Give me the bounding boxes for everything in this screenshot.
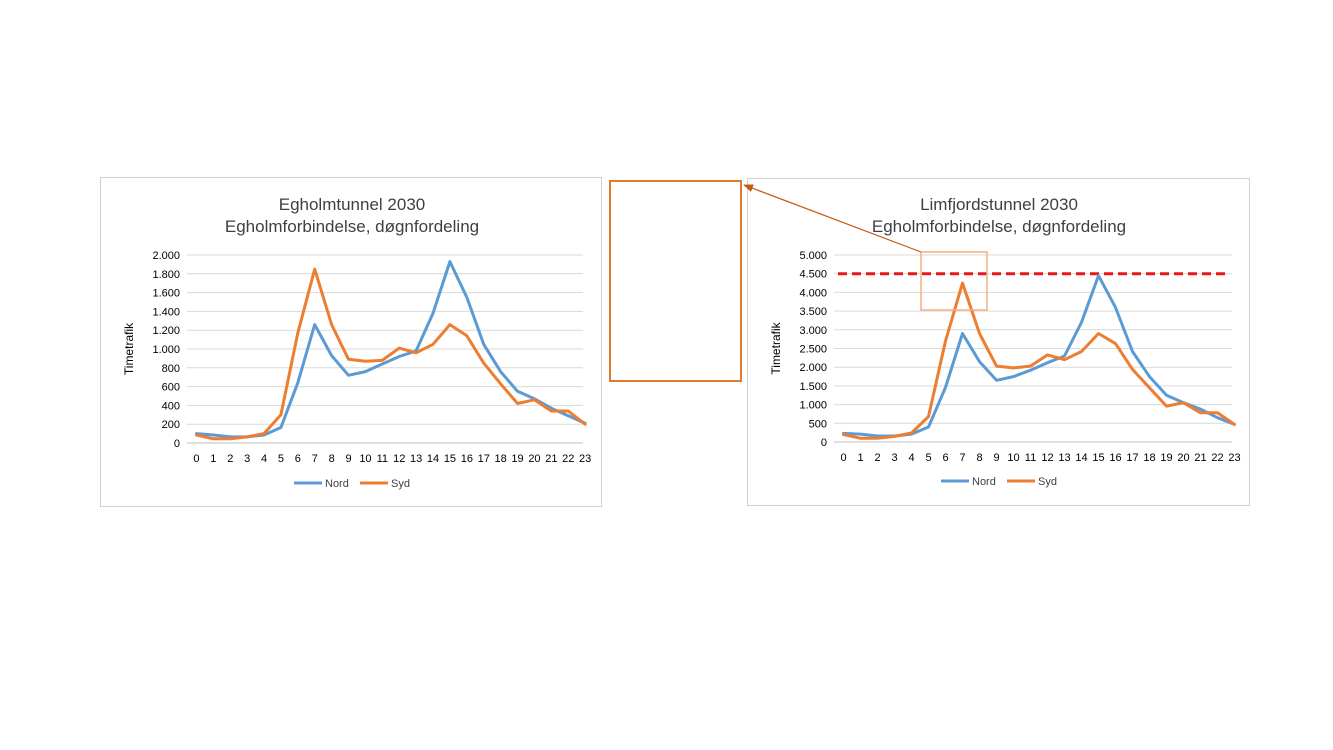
legend-label: Syd: [1038, 476, 1057, 488]
x-tick-label: 19: [1160, 452, 1172, 464]
x-tick-label: 6: [295, 453, 301, 465]
x-tick-label: 9: [993, 452, 999, 464]
x-tick-label: 7: [312, 453, 318, 465]
x-tick-label: 19: [511, 453, 523, 465]
x-tick-label: 14: [1075, 452, 1087, 464]
x-tick-label: 13: [1058, 452, 1070, 464]
x-tick-label: 15: [444, 453, 456, 465]
x-tick-label: 13: [410, 453, 422, 465]
y-tick-label: 4.500: [799, 269, 827, 281]
x-tick-label: 23: [579, 453, 591, 465]
y-tick-label: 2.500: [799, 344, 827, 356]
chart-limfjordstunnel: Limfjordstunnel 2030 Egholmforbindelse, d…: [747, 178, 1250, 506]
y-tick-label: 200: [162, 419, 180, 431]
y-tick-label: 5.000: [799, 250, 827, 262]
x-tick-label: 22: [1211, 452, 1223, 464]
series-line-syd: [842, 281, 1236, 440]
x-tick-label: 3: [244, 453, 250, 465]
y-tick-label: 500: [809, 418, 827, 430]
y-tick-label: 1.200: [152, 325, 180, 337]
y-tick-label: 1.000: [152, 344, 180, 356]
x-tick-label: 6: [942, 452, 948, 464]
x-tick-label: 17: [478, 453, 490, 465]
x-tick-label: 1: [857, 452, 863, 464]
x-tick-label: 15: [1092, 452, 1104, 464]
x-tick-label: 4: [261, 453, 267, 465]
x-tick-label: 2: [227, 453, 233, 465]
x-tick-label: 2: [874, 452, 880, 464]
chart-title: Limfjordstunnel 2030: [920, 195, 1078, 214]
x-tick-label: 9: [345, 453, 351, 465]
x-tick-label: 23: [1228, 452, 1240, 464]
y-tick-label: 3.500: [799, 306, 827, 318]
x-tick-label: 14: [427, 453, 439, 465]
series-line-syd: [195, 267, 587, 441]
x-tick-label: 8: [329, 453, 335, 465]
x-tick-label: 21: [1194, 452, 1206, 464]
y-tick-label: 4.000: [799, 287, 827, 299]
x-tick-label: 11: [377, 453, 388, 465]
x-tick-label: 8: [976, 452, 982, 464]
y-tick-label: 600: [162, 382, 180, 394]
y-tick-label: 1.000: [799, 400, 827, 412]
y-tick-label: 2.000: [152, 250, 180, 262]
y-tick-label: 3.000: [799, 325, 827, 337]
x-tick-label: 10: [1007, 452, 1019, 464]
series-line-nord: [842, 274, 1236, 438]
x-tick-label: 16: [1109, 452, 1121, 464]
x-tick-label: 12: [393, 453, 405, 465]
x-tick-label: 21: [545, 453, 557, 465]
y-axis-title: Timetrafik: [122, 322, 136, 375]
legend-label: Nord: [972, 476, 996, 488]
chart-svg: Limfjordstunnel 2030 Egholmforbindelse, d…: [769, 195, 1241, 488]
y-tick-label: 400: [162, 400, 180, 412]
chart-subtitle: Egholmforbindelse, døgnfordeling: [225, 217, 479, 236]
x-tick-label: 5: [278, 453, 284, 465]
legend-label: Syd: [391, 478, 410, 490]
y-tick-label: 0: [174, 438, 180, 450]
y-axis-title: Timetrafik: [769, 321, 783, 374]
x-tick-label: 18: [1143, 452, 1155, 464]
y-tick-label: 1.600: [152, 288, 180, 300]
x-tick-label: 7: [959, 452, 965, 464]
x-tick-label: 22: [562, 453, 574, 465]
y-tick-label: 0: [821, 437, 827, 449]
y-tick-label: 1.500: [799, 381, 827, 393]
chart-svg: Egholmtunnel 2030 Egholmforbindelse, døgn…: [122, 195, 591, 490]
chart-title: Egholmtunnel 2030: [279, 195, 426, 214]
x-tick-label: 5: [925, 452, 931, 464]
x-tick-label: 12: [1041, 452, 1053, 464]
y-tick-label: 1.400: [152, 306, 180, 318]
legend-label: Nord: [325, 478, 349, 490]
chart-subtitle: Egholmforbindelse, døgnfordeling: [872, 217, 1126, 236]
y-tick-label: 2.000: [799, 362, 827, 374]
x-tick-label: 20: [1177, 452, 1189, 464]
x-tick-label: 18: [495, 453, 507, 465]
x-tick-label: 1: [210, 453, 216, 465]
x-tick-label: 11: [1025, 452, 1036, 464]
x-tick-label: 17: [1126, 452, 1138, 464]
x-tick-label: 20: [528, 453, 540, 465]
x-tick-label: 0: [193, 453, 199, 465]
y-tick-label: 800: [162, 363, 180, 375]
chart-egholmtunnel: Egholmtunnel 2030 Egholmforbindelse, døgn…: [100, 177, 602, 507]
y-tick-label: 1.800: [152, 269, 180, 281]
x-tick-label: 16: [461, 453, 473, 465]
x-tick-label: 0: [840, 452, 846, 464]
x-tick-label: 4: [908, 452, 914, 464]
callout-box: [609, 180, 742, 382]
x-tick-label: 3: [891, 452, 897, 464]
x-tick-label: 10: [359, 453, 371, 465]
